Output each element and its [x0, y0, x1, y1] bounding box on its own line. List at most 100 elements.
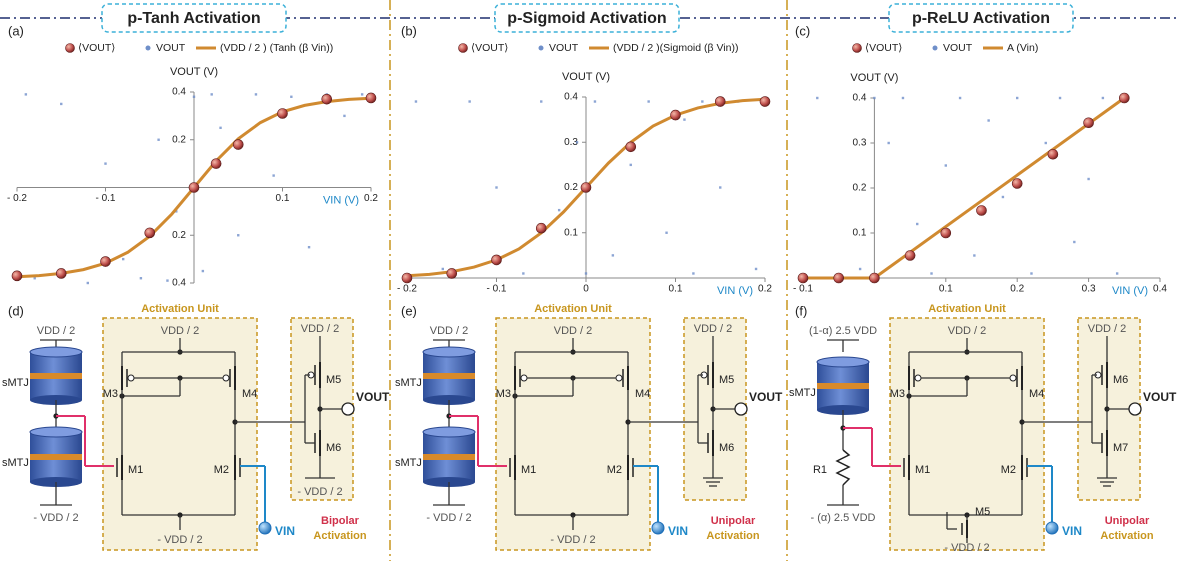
- y-tick-label: 0.2: [172, 134, 186, 145]
- vout-sample: [343, 114, 346, 118]
- vin-source: [651, 521, 665, 535]
- x-tick-label: 0.1: [669, 284, 683, 295]
- vout-sample: [254, 93, 258, 96]
- mean-point: [714, 96, 726, 107]
- vin-source: [1045, 521, 1059, 535]
- vout-sample: [414, 100, 418, 103]
- mean-point: [55, 268, 67, 279]
- activation-box: [495, 317, 651, 551]
- mean-point: [188, 182, 200, 193]
- mtj-label: sMTJ: [395, 457, 422, 469]
- vout-sample: [139, 277, 143, 280]
- y-tick-label: 0.2: [564, 182, 578, 193]
- vout-sample: [1115, 272, 1119, 275]
- transistor-label: M3: [890, 388, 905, 400]
- pmos-bubble: [520, 374, 528, 382]
- legend-label: VOUT: [549, 42, 579, 54]
- transistor-label: M2: [214, 464, 229, 476]
- vout-sample: [219, 126, 222, 130]
- vout-sample: [557, 208, 561, 212]
- pmos-bubble: [127, 374, 135, 382]
- mean-point: [100, 256, 111, 267]
- legend-marker: [458, 43, 468, 53]
- vout-sample: [816, 96, 819, 100]
- mtj-barrier: [423, 373, 475, 379]
- vout-sample: [441, 267, 444, 271]
- transistor-label: M2: [607, 464, 622, 476]
- vout-sample: [575, 141, 579, 144]
- x-tick-label: - 0.2: [397, 284, 417, 295]
- mean-point: [232, 139, 244, 150]
- mtj-label: sMTJ: [2, 457, 29, 469]
- mean-point: [535, 222, 547, 234]
- legend-label: (VDD / 2 ) (Tanh (β Vin)): [220, 42, 333, 54]
- panel-label: (b): [401, 23, 417, 38]
- y-axis-label: VOUT (V): [562, 71, 610, 83]
- vout-sample: [307, 245, 311, 249]
- supply-label: VDD / 2: [948, 325, 987, 337]
- x-tick-label: - 0.2: [7, 193, 27, 204]
- mean-point: [365, 92, 377, 104]
- pmos-bubble: [914, 374, 922, 382]
- transistor-label: M2: [1001, 464, 1016, 476]
- mtj-top: [816, 356, 870, 368]
- x-axis-label: VIN (V): [717, 285, 753, 297]
- vout-sample: [210, 93, 213, 96]
- mean-point: [670, 109, 681, 121]
- y-tick-label: 0.2: [852, 183, 866, 194]
- title-box: [101, 3, 287, 33]
- x-axis-label: VIN (V): [1112, 285, 1148, 297]
- vout-sample: [104, 162, 107, 165]
- vout-sample: [540, 100, 543, 103]
- x-tick-label: 0.2: [364, 193, 378, 204]
- vout-sample: [24, 93, 28, 96]
- panel-label: (e): [401, 303, 417, 318]
- vout-sample: [1001, 195, 1005, 199]
- supply-label: - (α) 2.5 VDD: [810, 512, 875, 524]
- vout-sample: [86, 281, 89, 285]
- vout-sample: [916, 222, 919, 226]
- transistor-label: M3: [103, 388, 118, 400]
- x-tick-label: 0.2: [1010, 284, 1024, 295]
- legend-label: ⟨VOUT⟩: [78, 42, 115, 54]
- vout-sample: [1016, 96, 1019, 100]
- mean-point: [446, 268, 458, 279]
- supply-label: VDD / 2: [37, 325, 76, 337]
- vout-sample: [192, 95, 196, 98]
- mean-point: [797, 272, 809, 284]
- vout-sample: [290, 95, 293, 98]
- vout-sample: [987, 119, 990, 122]
- fit-curve: [803, 96, 1126, 280]
- transistor-label: M4: [635, 388, 650, 400]
- legend-marker: [852, 43, 862, 53]
- pmos-bubble: [222, 374, 230, 382]
- vout-sample: [629, 163, 632, 167]
- y-tick-label: 0.3: [852, 138, 866, 149]
- mean-point: [277, 108, 288, 119]
- mode-label: Activation: [706, 530, 759, 542]
- x-tick-label: 0: [583, 284, 589, 295]
- mean-point: [1083, 117, 1094, 129]
- vout-sample: [887, 141, 890, 145]
- vout-sample: [1058, 96, 1062, 100]
- mean-point: [1119, 92, 1130, 104]
- activation-box: [889, 317, 1045, 551]
- vout-sample: [754, 267, 758, 271]
- panel-label: (a): [8, 23, 24, 38]
- vout-sample: [611, 254, 615, 257]
- legend-label: (VDD / 2 )(Sigmoid (β Vin)): [613, 42, 738, 54]
- vout-sample: [1030, 272, 1033, 275]
- mode-label: Unipolar: [711, 515, 756, 527]
- unit-label: Activation Unit: [928, 303, 1006, 315]
- mean-point: [491, 254, 502, 266]
- chart-title: p-ReLU Activation: [912, 10, 1050, 27]
- vout-sample: [360, 93, 364, 96]
- resistor: [835, 449, 851, 486]
- mode-label: Activation: [1100, 530, 1153, 542]
- legend-marker: [538, 45, 544, 51]
- vout-terminal: [1128, 402, 1142, 416]
- vout-sample: [930, 272, 933, 275]
- transistor-label: M4: [1029, 388, 1044, 400]
- vout-sample: [958, 96, 962, 100]
